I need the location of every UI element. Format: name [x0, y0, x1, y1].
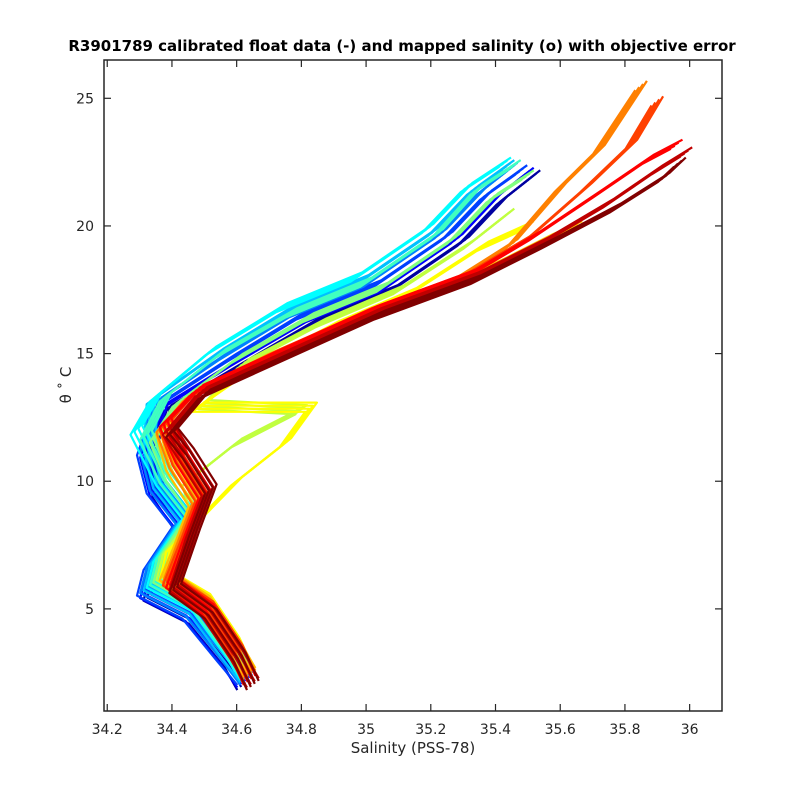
tick-layer: 34.2 34.4 34.6 34.8 35 35.2 35.4 35.6 35.8 36 5 10 1…	[76, 60, 722, 738]
profile-line-14-3	[173, 146, 693, 679]
x-tick-label: 34.6	[221, 722, 252, 738]
x-axis-label: Salinity (PSS-78)	[351, 739, 476, 757]
x-tick-label: 36	[681, 722, 699, 738]
profile-line-13-0	[158, 147, 672, 686]
x-tick-label: 35.8	[609, 722, 640, 738]
y-tick-label: 25	[76, 91, 94, 107]
profile-line-12-0	[158, 104, 653, 683]
y-tick-label: 20	[76, 219, 94, 235]
profile-line-14-0	[161, 155, 682, 689]
profile-line-7-2	[156, 172, 531, 672]
chart-title: R3901789 calibrated float data (-) and m…	[68, 37, 736, 55]
profile-line-15-3	[176, 156, 687, 682]
y-tick-label: 5	[85, 602, 94, 618]
y-axis-label: θ ˚ C	[57, 367, 75, 404]
x-tick-label: 34.4	[156, 722, 187, 738]
x-tick-label: 35.4	[480, 722, 511, 738]
profile-line-13-1	[162, 144, 676, 683]
plot-area-frame	[103, 59, 723, 712]
x-tick-label: 34.8	[286, 722, 317, 738]
profile-line-12-1	[162, 101, 657, 680]
series-layer	[129, 80, 693, 691]
y-tick-label: 15	[76, 347, 94, 363]
x-tick-label: 35	[357, 722, 375, 738]
profile-line-14-2	[169, 149, 689, 682]
x-tick-label: 35.6	[545, 722, 576, 738]
y-tick-label: 10	[76, 474, 94, 490]
profile-line-7-3	[160, 169, 535, 669]
x-tick-label: 35.2	[415, 722, 446, 738]
profile-line-14-1	[165, 152, 686, 685]
x-tick-label: 34.2	[92, 722, 123, 738]
profile-line-9-3	[170, 220, 535, 667]
